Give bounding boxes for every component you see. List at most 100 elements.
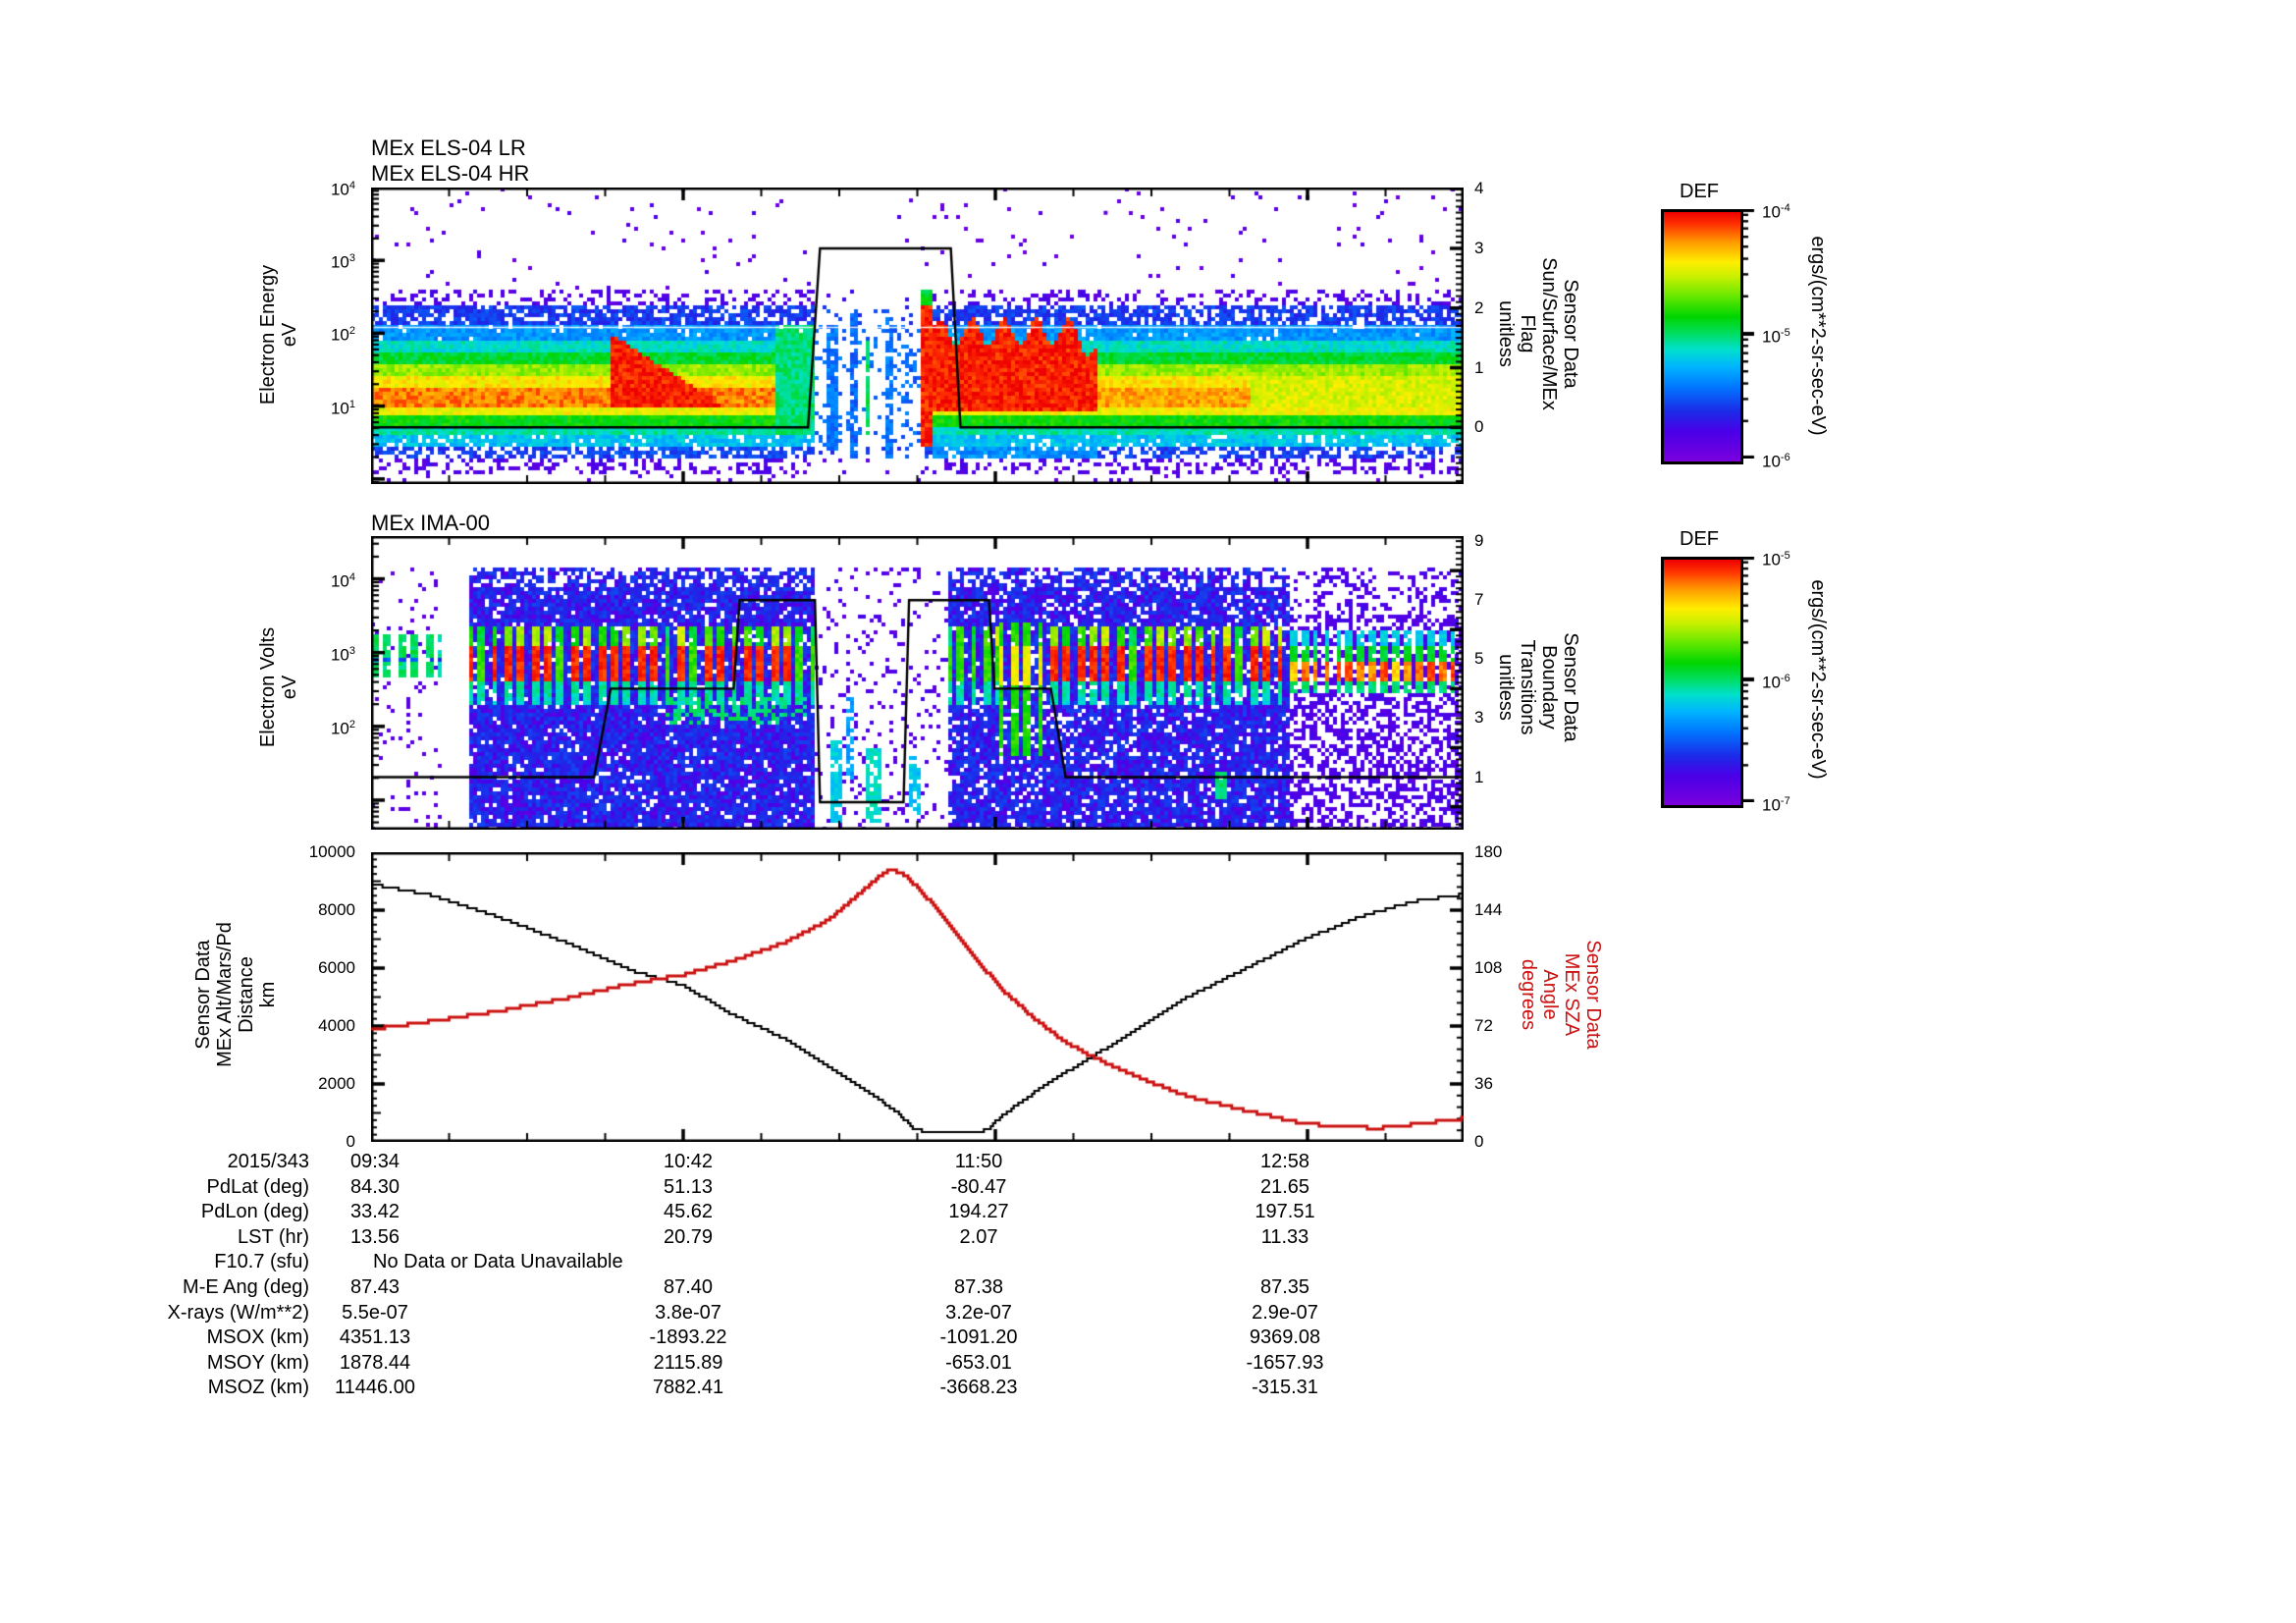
colorbar-tick-label: 10-7 bbox=[1762, 795, 1790, 815]
x-axis-time-label: 11:50 bbox=[954, 1151, 1003, 1172]
colorbar-2-ticks bbox=[1740, 557, 1756, 802]
table-value: 11.33 bbox=[1260, 1225, 1309, 1248]
orbit-y2-tick-label: 72 bbox=[1474, 1016, 1493, 1035]
orbit-y2-tick-label: 36 bbox=[1474, 1074, 1493, 1093]
ima-y2-tick-label: 7 bbox=[1474, 590, 1484, 610]
table-value: 3.2e-07 bbox=[945, 1301, 1012, 1324]
els-y-tick-label: 102 bbox=[330, 325, 355, 346]
table-row-label: MSOZ (km) bbox=[207, 1377, 309, 1399]
table-value: -315.31 bbox=[1252, 1377, 1318, 1399]
els-y2-axis-label: Sensor Data Sun/Surface/MEx Flag unitles… bbox=[1495, 257, 1581, 410]
ima-y2-tick-label: 5 bbox=[1474, 649, 1484, 669]
table-value: 4351.13 bbox=[339, 1326, 411, 1349]
els-y-tick-label: 103 bbox=[330, 252, 355, 272]
table-value: -3668.23 bbox=[939, 1377, 1018, 1399]
table-value: 5.5e-07 bbox=[342, 1301, 408, 1324]
table-value: 7882.41 bbox=[652, 1377, 724, 1399]
table-value: -1893.22 bbox=[649, 1326, 727, 1349]
orbit-y-tick-label: 6000 bbox=[318, 958, 355, 977]
orbit-y2-tick-label: 108 bbox=[1474, 958, 1503, 977]
table-value: -1657.93 bbox=[1246, 1351, 1324, 1374]
orbit-y-axis-label: Sensor Data MEx Alt/Mars/Pd Distance km bbox=[192, 922, 279, 1067]
orbit-y2-axis-label: Sensor Data MEx SZA Angle degrees bbox=[1518, 940, 1604, 1050]
colorbar-1 bbox=[1661, 209, 1743, 464]
table-value: 9369.08 bbox=[1249, 1326, 1321, 1349]
table-date-label: 2015/343 bbox=[227, 1151, 309, 1172]
colorbar-1-ticks bbox=[1740, 209, 1756, 459]
orbit-y2-tick-label: 144 bbox=[1474, 900, 1503, 919]
els-y2-tick-label: 1 bbox=[1474, 357, 1484, 377]
table-value: 20.79 bbox=[663, 1225, 714, 1248]
els-y2-tick-label: 0 bbox=[1474, 417, 1484, 437]
ima-y-tick-label: 104 bbox=[330, 570, 355, 591]
els-plot-title: MEx ELS-04 LR MEx ELS-04 HR bbox=[371, 135, 530, 186]
table-row-label: LST (hr) bbox=[238, 1225, 309, 1248]
orbit-y-tick-label: 8000 bbox=[318, 900, 355, 919]
x-axis-time-label: 09:34 bbox=[349, 1151, 400, 1172]
table-row-label: MSOX (km) bbox=[206, 1326, 309, 1349]
colorbar-2 bbox=[1661, 557, 1743, 808]
table-value: 87.38 bbox=[953, 1276, 1004, 1298]
table-value: 21.65 bbox=[1259, 1175, 1310, 1198]
orbit-y2-tick-label: 0 bbox=[1474, 1132, 1484, 1151]
orbit-y-tick-label: 4000 bbox=[318, 1016, 355, 1035]
ima-spectrogram-plot bbox=[371, 536, 1464, 830]
table-span-value: No Data or Data Unavailable bbox=[373, 1251, 623, 1273]
table-value: -80.47 bbox=[950, 1175, 1007, 1198]
table-value: 3.8e-07 bbox=[655, 1301, 721, 1324]
orbit-y-tick-label: 10000 bbox=[308, 842, 355, 861]
table-value: 33.42 bbox=[349, 1201, 400, 1223]
table-value: 2.9e-07 bbox=[1252, 1301, 1318, 1324]
orbit-line-plot bbox=[371, 852, 1464, 1142]
ima-y2-tick-label: 9 bbox=[1474, 531, 1484, 551]
table-value: 45.62 bbox=[663, 1201, 714, 1223]
colorbar-tick-label: 10-5 bbox=[1762, 550, 1790, 569]
table-value: 1878.44 bbox=[339, 1351, 411, 1374]
table-row-label: M-E Ang (deg) bbox=[183, 1276, 309, 1298]
table-value: 197.51 bbox=[1255, 1201, 1315, 1223]
colorbar-tick-label: 10-6 bbox=[1762, 452, 1790, 471]
table-row-label: MSOY (km) bbox=[206, 1351, 309, 1374]
table-value: 51.13 bbox=[663, 1175, 714, 1198]
colorbar-tick-label: 10-4 bbox=[1762, 202, 1790, 222]
ima-plot-title: MEx IMA-00 bbox=[371, 511, 491, 535]
orbit-y-tick-label: 2000 bbox=[318, 1074, 355, 1093]
els-spectrogram-plot bbox=[371, 188, 1464, 484]
els-y2-tick-label: 3 bbox=[1474, 238, 1484, 257]
colorbar-2-units: ergs/(cm**2-sr-sec-eV) bbox=[1807, 579, 1829, 780]
colorbar-2-title: DEF bbox=[1680, 528, 1719, 550]
table-value: 194.27 bbox=[948, 1201, 1009, 1223]
table-value: 2.07 bbox=[959, 1225, 998, 1248]
table-row-label: F10.7 (sfu) bbox=[214, 1251, 309, 1273]
ima-y2-tick-label: 1 bbox=[1474, 767, 1484, 786]
colorbar-tick-label: 10-5 bbox=[1762, 327, 1790, 347]
table-value: 11446.00 bbox=[335, 1377, 415, 1399]
table-value: 87.35 bbox=[1259, 1276, 1310, 1298]
x-axis-time-label: 12:58 bbox=[1259, 1151, 1310, 1172]
table-value: 87.40 bbox=[663, 1276, 714, 1298]
table-value: 13.56 bbox=[349, 1225, 400, 1248]
table-row-label: PdLat (deg) bbox=[206, 1175, 309, 1198]
table-row-label: X-rays (W/m**2) bbox=[167, 1301, 309, 1324]
x-axis-time-label: 10:42 bbox=[663, 1151, 714, 1172]
table-value: 2115.89 bbox=[653, 1351, 723, 1374]
ima-y-tick-label: 103 bbox=[330, 644, 355, 665]
els-y2-tick-label: 2 bbox=[1474, 298, 1484, 317]
table-row-label: PdLon (deg) bbox=[200, 1201, 309, 1223]
els-y2-tick-label: 4 bbox=[1474, 179, 1484, 198]
ima-y2-tick-label: 3 bbox=[1474, 708, 1484, 728]
els-y-tick-label: 104 bbox=[330, 180, 355, 199]
table-value: 87.43 bbox=[349, 1276, 400, 1298]
ima-y-tick-label: 102 bbox=[330, 718, 355, 738]
table-value: -653.01 bbox=[945, 1351, 1012, 1374]
orbit-y-tick-label: 0 bbox=[346, 1132, 355, 1151]
colorbar-1-title: DEF bbox=[1680, 181, 1719, 202]
table-value: 84.30 bbox=[349, 1175, 400, 1198]
colorbar-tick-label: 10-6 bbox=[1762, 673, 1790, 692]
els-y-tick-label: 101 bbox=[330, 398, 355, 418]
table-value: -1091.20 bbox=[939, 1326, 1018, 1349]
orbit-y2-tick-label: 180 bbox=[1474, 842, 1503, 861]
colorbar-1-units: ergs/(cm**2-sr-sec-eV) bbox=[1807, 236, 1829, 436]
ima-y2-axis-label: Sensor Data Boundary Transitions unitles… bbox=[1495, 632, 1581, 742]
